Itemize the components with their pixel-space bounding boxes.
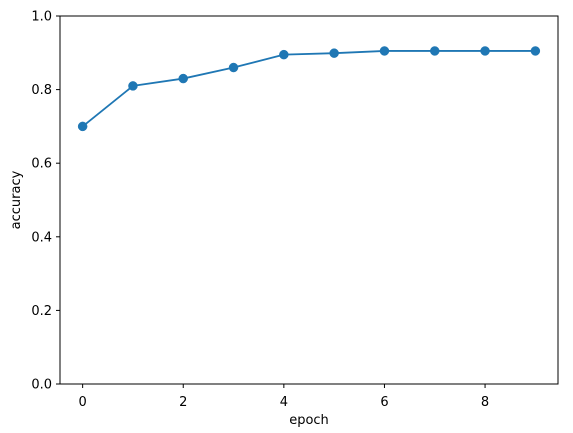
y-tick-label: 0.4 [31,230,52,245]
x-tick-label: 0 [78,395,86,410]
data-point [77,121,88,132]
data-point [329,48,339,58]
y-axis-label: accuracy [9,170,24,229]
y-axis-ticks: 0.0 0.2 0.4 0.6 0.8 1.0 [31,10,60,393]
data-point [379,46,390,56]
data-point [228,62,239,73]
x-axis-ticks: 0 2 4 6 8 [78,384,489,410]
plot-area [60,16,558,384]
x-tick-label: 4 [280,395,288,410]
x-tick-label: 2 [179,395,187,410]
data-point [279,49,289,60]
data-point [128,81,138,91]
data-point [530,46,541,56]
x-tick-label: 6 [380,395,388,410]
series-layer [77,46,541,132]
x-tick-label: 8 [481,395,489,410]
y-tick-label: 0.6 [31,157,52,172]
data-point [480,46,490,56]
y-tick-label: 1.0 [31,10,52,25]
x-axis-label: epoch [289,413,329,428]
series-line [81,50,537,128]
y-tick-label: 0.8 [31,83,52,98]
data-point [430,46,440,56]
data-point [178,73,188,84]
plot-frame [59,15,559,385]
y-tick-label: 0.0 [31,378,52,393]
y-tick-label: 0.2 [31,304,52,319]
